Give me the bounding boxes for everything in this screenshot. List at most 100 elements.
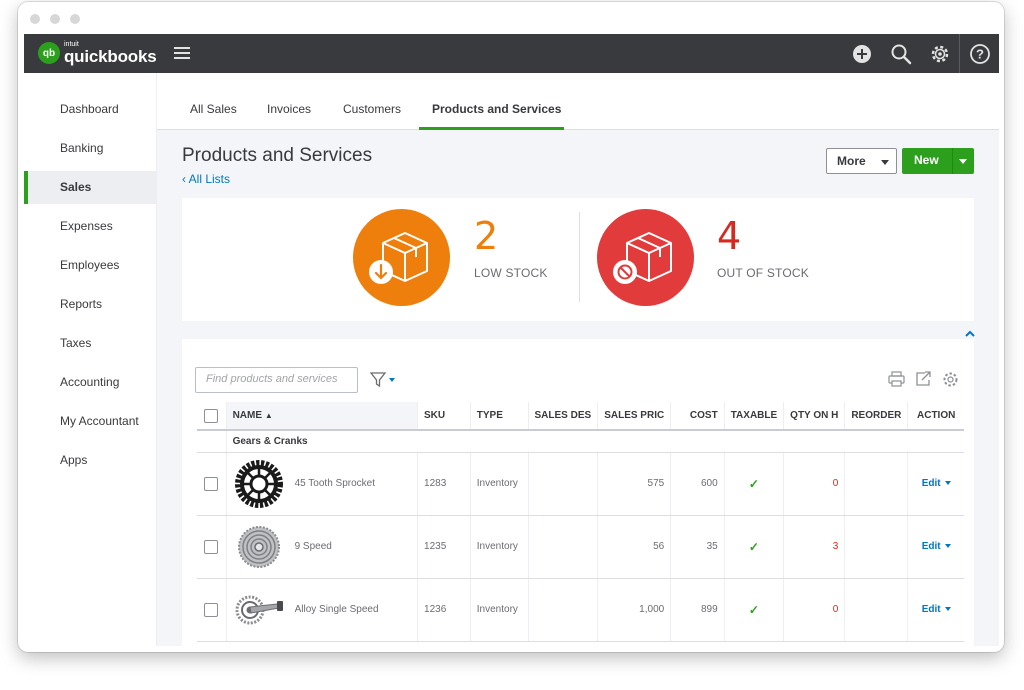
row-checkbox[interactable]: [204, 602, 219, 617]
main-content: All Sales Invoices Customers Products an…: [157, 73, 999, 646]
sidebar-item-reports[interactable]: Reports: [60, 297, 103, 311]
export-icon[interactable]: [915, 371, 932, 393]
active-tab-indicator: [419, 127, 564, 130]
edit-link[interactable]: Edit: [921, 541, 941, 552]
products-table-panel: Find products and services: [182, 339, 974, 646]
product-name[interactable]: 45 Tooth Sprocket: [294, 478, 376, 489]
product-reorder: [844, 452, 908, 516]
new-button[interactable]: New: [902, 148, 974, 174]
top-bar: qb intuit quickbooks ?: [24, 34, 999, 73]
product-type: Inventory: [469, 578, 528, 642]
group-row: Gears & Cranks: [197, 430, 964, 453]
product-qty-on-hand: 0: [783, 578, 845, 642]
help-icon[interactable]: ?: [959, 34, 999, 73]
product-sku: 1283: [417, 452, 471, 516]
sidebar-item-employees[interactable]: Employees: [60, 258, 120, 272]
new-dropdown-icon[interactable]: [959, 159, 967, 164]
out-of-stock-label: OUT OF STOCK: [717, 266, 809, 280]
table-row[interactable]: 45 Tooth Sprocket 1283 Inventory 575 600…: [197, 452, 964, 516]
window-titlebar: [18, 2, 1004, 34]
table-row[interactable]: Alloy Single Speed 1236 Inventory 1,000 …: [197, 578, 964, 642]
product-name[interactable]: 9 Speed: [294, 541, 332, 552]
low-stock-label: LOW STOCK: [474, 266, 548, 280]
qb-logo-badge: qb: [38, 42, 60, 64]
out-of-stock-box-icon[interactable]: [597, 209, 694, 306]
product-name[interactable]: Alloy Single Speed: [294, 604, 379, 615]
hamburger-menu-icon[interactable]: [174, 47, 190, 60]
product-qty-on-hand: 3: [783, 515, 845, 579]
column-header-type[interactable]: TYPE: [469, 402, 528, 431]
group-label: Gears & Cranks: [225, 430, 964, 453]
column-header-taxable[interactable]: TAXABLE: [723, 402, 784, 431]
low-stock-box-icon[interactable]: [353, 209, 450, 306]
logo-quickbooks-text: quickbooks: [64, 47, 157, 66]
quickbooks-logo[interactable]: qb intuit quickbooks: [38, 41, 157, 66]
select-all-checkbox[interactable]: [204, 408, 219, 423]
column-header-sales-description[interactable]: SALES DES: [527, 402, 598, 431]
product-sales-description: [527, 515, 598, 579]
sidebar-item-dashboard[interactable]: Dashboard: [60, 102, 119, 116]
edit-link[interactable]: Edit: [921, 604, 941, 615]
product-sales-description: [527, 452, 598, 516]
tab-customers[interactable]: Customers: [343, 102, 402, 116]
taxable-check-icon: ✓: [748, 476, 759, 491]
sales-tabs: All Sales Invoices Customers Products an…: [157, 73, 999, 130]
search-input[interactable]: Find products and services: [195, 367, 358, 393]
product-sku: 1236: [417, 578, 471, 642]
tab-products-and-services[interactable]: Products and Services: [432, 102, 562, 116]
action-dropdown-icon[interactable]: [944, 607, 951, 612]
window-dot-maximize[interactable]: [70, 14, 80, 24]
print-icon[interactable]: [888, 371, 905, 393]
taxable-check-icon: ✓: [748, 539, 759, 554]
window-dot-close[interactable]: [30, 14, 40, 24]
product-cost: 899: [670, 578, 725, 642]
column-header-sku[interactable]: SKU: [417, 402, 471, 431]
product-type: Inventory: [469, 515, 528, 579]
cassette-image: [237, 525, 280, 568]
edit-link[interactable]: Edit: [921, 478, 941, 489]
action-dropdown-icon[interactable]: [944, 481, 951, 486]
table-row[interactable]: 9 Speed 1235 Inventory 56 35 ✓ 3 Edit: [197, 515, 964, 579]
product-cost: 35: [670, 515, 725, 579]
sidebar-item-sales[interactable]: Sales: [24, 171, 156, 204]
product-sales-price: 575: [597, 452, 671, 516]
chevron-down-icon: [881, 160, 889, 165]
column-header-name[interactable]: NAME ▲: [225, 402, 418, 431]
tab-invoices[interactable]: Invoices: [267, 102, 312, 116]
column-header-cost[interactable]: COST: [670, 402, 725, 431]
chevron-up-icon[interactable]: [964, 325, 976, 343]
tab-all-sales[interactable]: All Sales: [190, 102, 237, 116]
row-checkbox[interactable]: [204, 476, 219, 491]
product-reorder: [844, 515, 908, 579]
product-qty-on-hand: 0: [783, 452, 845, 516]
column-header-qty-on-hand[interactable]: QTY ON H: [783, 402, 845, 431]
filter-icon[interactable]: [369, 372, 396, 393]
more-button[interactable]: More: [826, 148, 897, 174]
row-checkbox[interactable]: [204, 539, 219, 554]
sidebar-item-taxes[interactable]: Taxes: [60, 336, 92, 350]
table-settings-gear-icon[interactable]: [942, 371, 959, 393]
product-cost: 600: [670, 452, 725, 516]
product-reorder: [844, 578, 908, 642]
column-header-action: ACTION: [907, 402, 964, 431]
action-dropdown-icon[interactable]: [944, 544, 951, 549]
page-title: Products and Services: [182, 145, 373, 166]
sidebar-item-my-accountant[interactable]: My Accountant: [60, 414, 139, 428]
product-sales-description: [527, 578, 598, 642]
app-window: qb intuit quickbooks ?: [18, 2, 1004, 652]
window-dot-minimize[interactable]: [50, 14, 60, 24]
search-icon[interactable]: [881, 34, 920, 73]
sidebar-item-banking[interactable]: Banking: [60, 141, 104, 155]
sidebar-item-apps[interactable]: Apps: [60, 453, 88, 467]
taxable-check-icon: ✓: [748, 602, 759, 617]
all-lists-link[interactable]: ‹ All Lists: [182, 172, 231, 186]
sidebar-item-accounting[interactable]: Accounting: [60, 375, 120, 389]
table-header-row: NAME ▲ SKU TYPE SALES DES SALES PRIC COS…: [197, 402, 964, 431]
svg-text:?: ?: [976, 46, 984, 61]
gear-icon[interactable]: [920, 34, 959, 73]
column-header-reorder[interactable]: REORDER: [844, 402, 908, 431]
sidebar-item-expenses[interactable]: Expenses: [60, 219, 113, 233]
plus-icon[interactable]: [842, 34, 881, 73]
column-header-sales-price[interactable]: SALES PRIC: [597, 402, 671, 431]
products-table: NAME ▲ SKU TYPE SALES DES SALES PRIC COS…: [197, 402, 964, 642]
